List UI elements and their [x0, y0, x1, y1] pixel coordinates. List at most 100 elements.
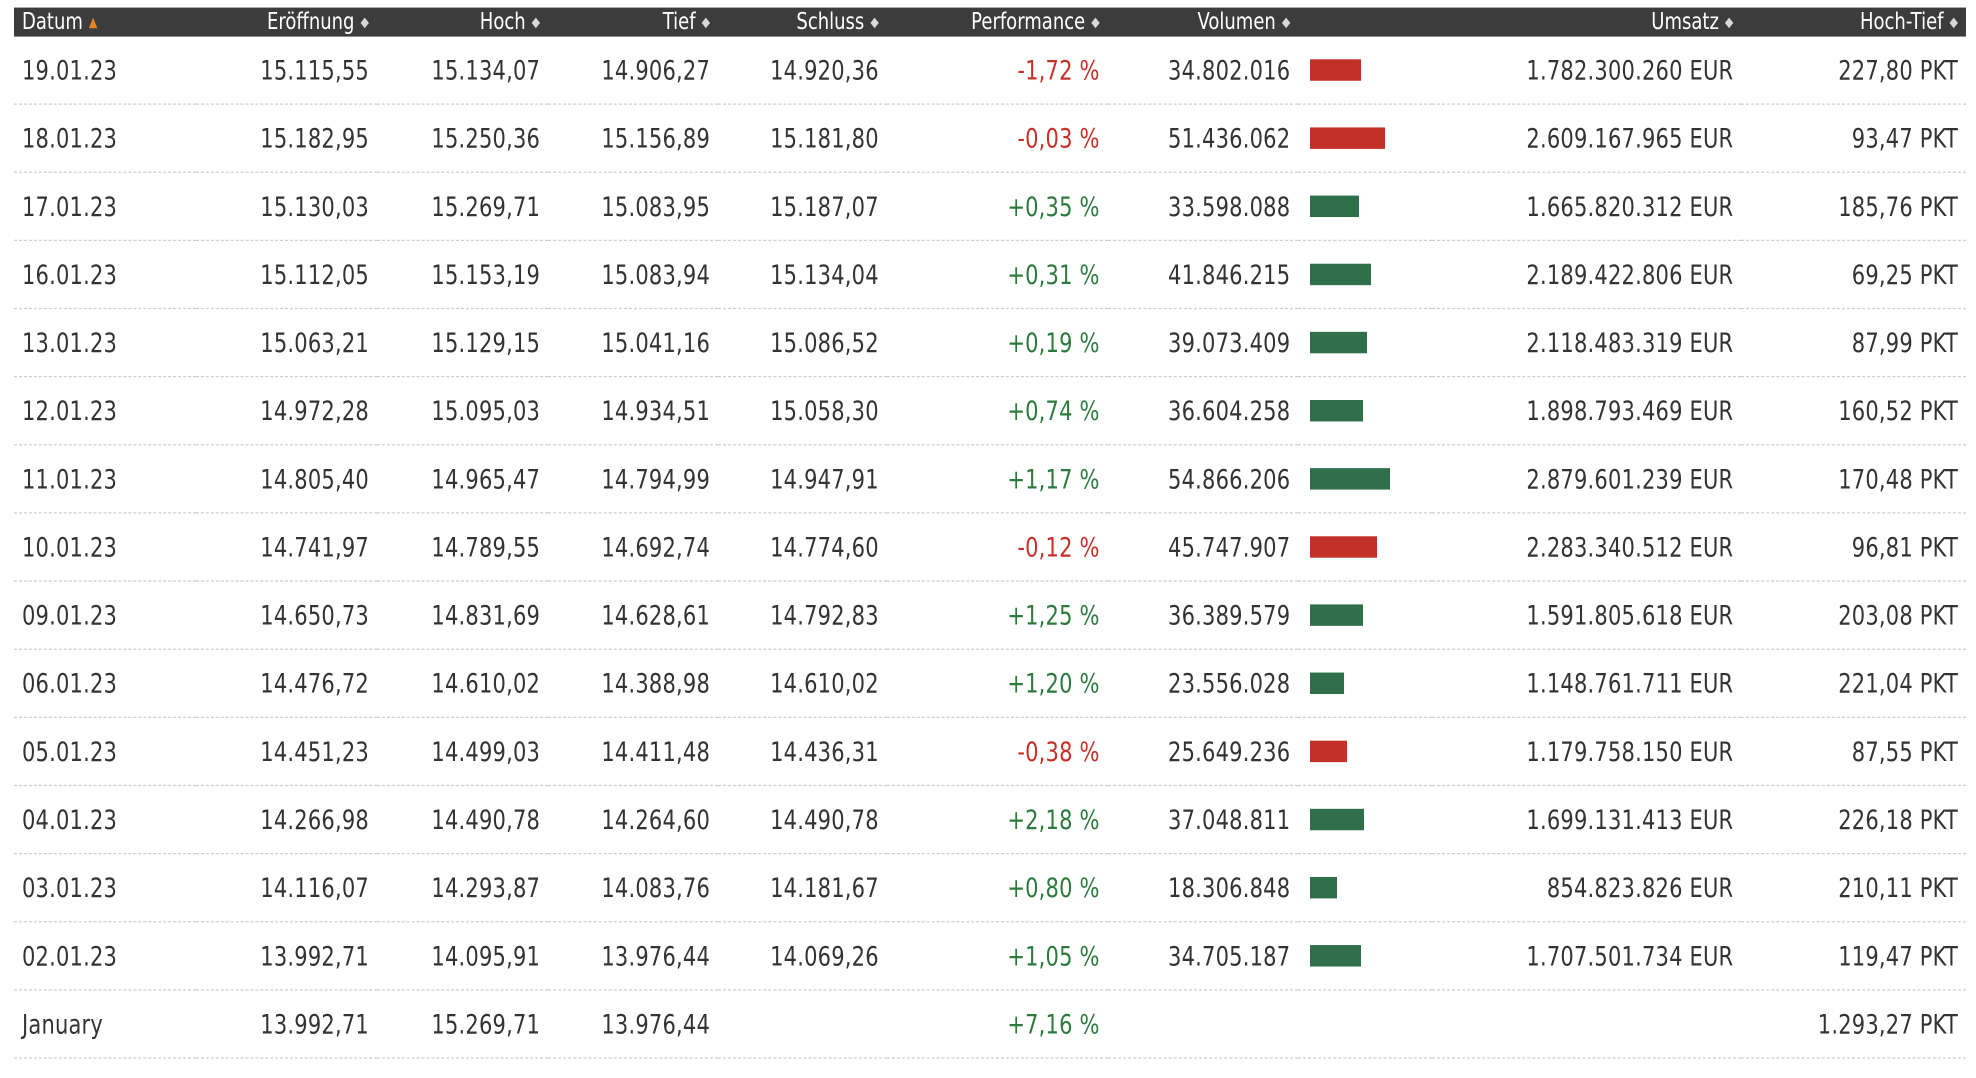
cell-close: 14.490,78 — [718, 785, 887, 855]
column-header-volumen[interactable]: Volumen ◆ — [1107, 7, 1299, 37]
cell-high: 14.831,69 — [376, 581, 549, 650]
cell-high: 15.095,03 — [376, 376, 549, 446]
cell-turnover: 1.699.131.413 EUR — [1431, 785, 1742, 855]
cell-low: 14.264,60 — [548, 785, 719, 855]
cell-high: 14.789,55 — [376, 512, 549, 582]
cell-open: 15.063,21 — [196, 308, 377, 378]
cell-high: 14.965,47 — [376, 444, 549, 514]
column-header-eroeffnung[interactable]: Eröffnung ◆ — [196, 7, 377, 37]
column-header-schluss[interactable]: Schluss ◆ — [718, 7, 887, 37]
table-row[interactable]: 05.01.23 14.451,23 14.499,03 14.411,48 14.43… — [14, 717, 1966, 787]
table-row[interactable]: 10.01.23 14.741,97 14.789,55 14.692,74 14.77… — [14, 512, 1966, 582]
cell-high: 14.293,87 — [376, 853, 549, 923]
header-label: Schluss — [796, 8, 865, 36]
header-label: Eröffnung — [267, 8, 355, 36]
summary-volume-bar — [1298, 989, 1432, 1059]
column-header-tief[interactable]: Tief ◆ — [548, 7, 719, 37]
column-header-hoch-tief[interactable]: Hoch-Tief ◆ — [1741, 7, 1966, 37]
cell-close: 15.181,80 — [718, 104, 887, 173]
cell-volume-bar — [1298, 512, 1432, 582]
cell-low: 15.041,16 — [548, 308, 719, 378]
cell-turnover: 2.609.167.965 EUR — [1431, 104, 1742, 173]
cell-high-low-range: 96,81 PKT — [1741, 512, 1966, 582]
table-header-row: Datum ▲ Eröffnung ◆ Hoch ◆ Tief ◆ Schluss ◆ P… — [14, 7, 1966, 37]
cell-turnover: 1.707.501.734 EUR — [1431, 921, 1742, 991]
cell-low: 14.906,27 — [548, 36, 719, 105]
header-label: Performance — [971, 8, 1086, 36]
column-header-datum[interactable]: Datum ▲ — [14, 7, 197, 37]
cell-close: 14.181,67 — [718, 853, 887, 923]
table-row[interactable]: 11.01.23 14.805,40 14.965,47 14.794,99 14.94… — [14, 444, 1966, 514]
cell-volume-bar — [1298, 172, 1432, 242]
cell-volume-bar — [1298, 717, 1432, 787]
cell-date: 02.01.23 — [14, 921, 197, 991]
cell-low: 14.794,99 — [548, 444, 719, 514]
sort-arrows-icon: ◆ — [1724, 13, 1734, 31]
cell-volume: 39.073.409 — [1107, 308, 1299, 378]
cell-high-low-range: 87,99 PKT — [1741, 308, 1966, 378]
cell-high: 14.095,91 — [376, 921, 549, 991]
volume-bar — [1310, 263, 1372, 286]
header-label: Datum — [22, 8, 83, 36]
cell-low: 15.156,89 — [548, 104, 719, 173]
volume-bar — [1310, 399, 1364, 422]
cell-date: 19.01.23 — [14, 36, 197, 105]
cell-close: 14.947,91 — [718, 444, 887, 514]
cell-date: 04.01.23 — [14, 785, 197, 855]
table-row[interactable]: 16.01.23 15.112,05 15.153,19 15.083,94 15.13… — [14, 240, 1966, 310]
cell-open: 14.650,73 — [196, 581, 377, 650]
cell-performance: -0,03 % — [886, 104, 1108, 173]
cell-performance: +1,25 % — [886, 581, 1108, 650]
cell-volume: 51.436.062 — [1107, 104, 1299, 173]
volume-bar — [1310, 876, 1338, 899]
volume-bar — [1310, 127, 1386, 149]
cell-low: 13.976,44 — [548, 921, 719, 991]
sort-arrows-icon: ▲ — [88, 13, 98, 31]
table-row[interactable]: 12.01.23 14.972,28 15.095,03 14.934,51 15.05… — [14, 376, 1966, 446]
cell-close: 14.774,60 — [718, 512, 887, 582]
cell-high-low-range: 170,48 PKT — [1741, 444, 1966, 514]
cell-turnover: 1.782.300.260 EUR — [1431, 36, 1742, 105]
cell-high-low-range: 221,04 PKT — [1741, 649, 1966, 718]
cell-turnover: 1.591.805.618 EUR — [1431, 581, 1742, 650]
cell-high: 15.134,07 — [376, 36, 549, 105]
column-header-umsatz[interactable]: Umsatz ◆ — [1431, 7, 1742, 37]
sort-arrows-icon: ◆ — [531, 13, 541, 31]
cell-turnover: 1.148.761.711 EUR — [1431, 649, 1742, 718]
table-row[interactable]: 06.01.23 14.476,72 14.610,02 14.388,98 14.61… — [14, 649, 1966, 718]
cell-turnover: 854.823.826 EUR — [1431, 853, 1742, 923]
cell-volume-bar — [1298, 36, 1432, 105]
header-label: Hoch-Tief — [1859, 8, 1944, 36]
table-row[interactable]: 04.01.23 14.266,98 14.490,78 14.264,60 14.49… — [14, 785, 1966, 855]
column-header-performance[interactable]: Performance ◆ — [886, 7, 1108, 37]
table-row[interactable]: 09.01.23 14.650,73 14.831,69 14.628,61 14.79… — [14, 581, 1966, 650]
cell-volume-bar — [1298, 444, 1432, 514]
table-row[interactable]: 17.01.23 15.130,03 15.269,71 15.083,95 15.18… — [14, 172, 1966, 242]
table-row[interactable]: 19.01.23 15.115,55 15.134,07 14.906,27 14.92… — [14, 36, 1966, 105]
sort-arrows-icon: ◆ — [1091, 13, 1100, 31]
cell-date: 13.01.23 — [14, 308, 197, 378]
cell-volume: 37.048.811 — [1107, 785, 1299, 855]
cell-close: 15.058,30 — [718, 376, 887, 446]
header-label: Hoch — [479, 8, 526, 36]
summary-low: 13.976,44 — [548, 989, 719, 1059]
table-row[interactable]: 02.01.23 13.992,71 14.095,91 13.976,44 14.06… — [14, 921, 1966, 991]
cell-volume: 36.389.579 — [1107, 581, 1299, 650]
cell-performance: +0,19 % — [886, 308, 1108, 378]
cell-close: 14.069,26 — [718, 921, 887, 991]
table-row[interactable]: 18.01.23 15.182,95 15.250,36 15.156,89 15.18… — [14, 104, 1966, 173]
table-row[interactable]: 03.01.23 14.116,07 14.293,87 14.083,76 14.18… — [14, 853, 1966, 923]
volume-bar — [1310, 536, 1378, 558]
cell-high-low-range: 226,18 PKT — [1741, 785, 1966, 855]
table-body: 19.01.23 15.115,55 15.134,07 14.906,27 14.92… — [14, 36, 1966, 1059]
summary-close — [718, 989, 887, 1059]
column-header-hoch[interactable]: Hoch ◆ — [376, 7, 549, 37]
cell-turnover: 2.189.422.806 EUR — [1431, 240, 1742, 310]
cell-volume: 34.705.187 — [1107, 921, 1299, 991]
table-row[interactable]: 13.01.23 15.063,21 15.129,15 15.041,16 15.08… — [14, 308, 1966, 378]
sort-arrows-icon: ◆ — [360, 13, 369, 31]
volume-bar — [1310, 604, 1364, 626]
cell-date: 12.01.23 — [14, 376, 197, 446]
cell-performance: +1,05 % — [886, 921, 1108, 991]
cell-open: 15.182,95 — [196, 104, 377, 173]
